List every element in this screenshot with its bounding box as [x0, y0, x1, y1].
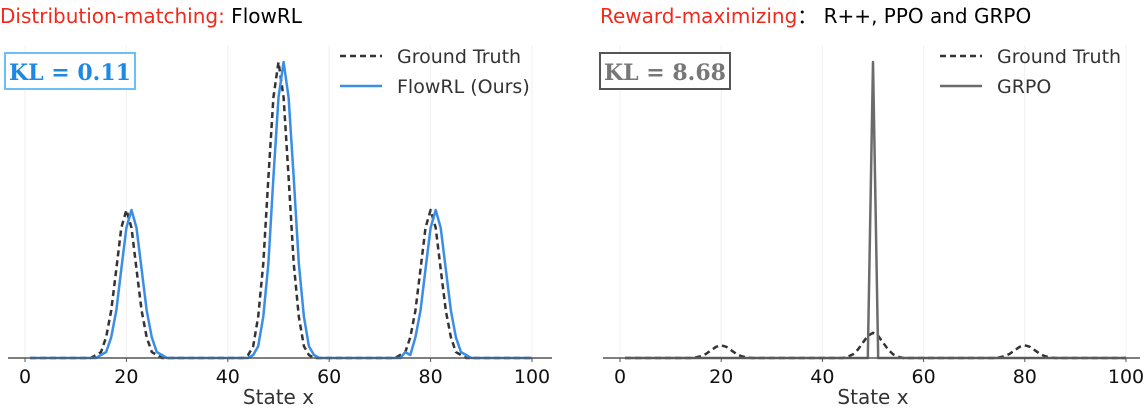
series-line-flowrl-ours [30, 60, 532, 360]
x-tick-label: 60 [912, 366, 936, 388]
x-tick-label: 40 [216, 366, 240, 388]
legend-label: FlowRL (Ours) [397, 76, 530, 98]
kl-annotation-box [4, 52, 136, 90]
kl-annotation-box [599, 52, 731, 90]
title-rest: FlowRL [225, 4, 303, 28]
x-ticks: 0 20 40 60 80 100 [19, 358, 550, 388]
x-tick-label: 60 [317, 366, 341, 388]
x-tick-label: 80 [419, 366, 443, 388]
legend-label: GRPO [997, 76, 1051, 98]
title-highlight: Reward-maximizing [600, 4, 797, 28]
title-highlight: Distribution-matching: [0, 4, 225, 28]
legend-label: Ground Truth [997, 46, 1121, 68]
panel-title: Reward-maximizing： R++, PPO and GRPO [600, 4, 1031, 28]
x-tick-label: 100 [514, 366, 550, 388]
x-axis-label: State x [837, 385, 908, 409]
panel-distribution-matching: Distribution-matching: FlowRL 0 20 40 60 80 1… [0, 4, 552, 409]
grid [619, 45, 1127, 358]
x-ticks: 0 20 40 60 80 100 [614, 358, 1144, 388]
x-tick-label: 80 [1013, 366, 1037, 388]
series-line-ground-truth [625, 331, 1126, 360]
panel-reward-maximizing: Reward-maximizing： R++, PPO and GRPO 0 20… [599, 4, 1144, 409]
curves [625, 60, 1126, 360]
kl-annotation: KL = 0.11 [9, 60, 131, 86]
x-tick-label: 20 [709, 366, 733, 388]
grid [24, 45, 533, 358]
x-tick-label: 100 [1108, 366, 1144, 388]
title-rest: ： R++, PPO and GRPO [797, 4, 1031, 28]
legend: Ground Truth FlowRL (Ours) [340, 46, 530, 98]
legend: Ground Truth GRPO [940, 46, 1121, 98]
panel-title: Distribution-matching: FlowRL [0, 4, 303, 28]
x-tick-label: 40 [810, 366, 834, 388]
legend-label: Ground Truth [397, 46, 521, 68]
x-tick-label: 0 [614, 366, 626, 388]
x-axis-label: State x [243, 385, 314, 409]
series-line-ground-truth [30, 60, 532, 360]
kl-annotation: KL = 8.68 [604, 60, 726, 86]
series-line-grpo [625, 60, 1126, 360]
x-tick-label: 0 [19, 366, 31, 388]
curves [30, 60, 532, 360]
x-tick-label: 20 [114, 366, 138, 388]
